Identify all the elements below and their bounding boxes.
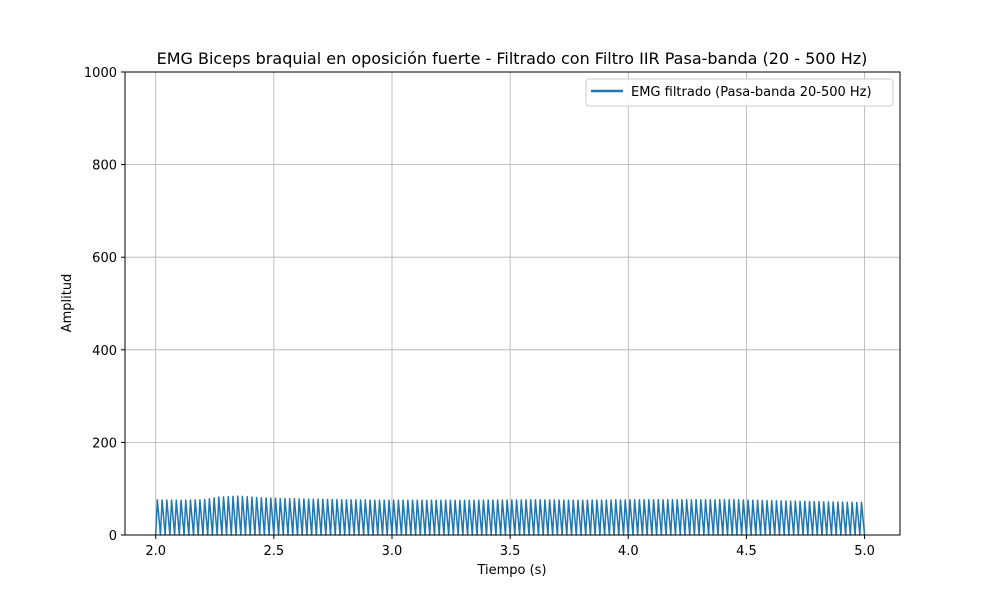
legend: EMG filtrado (Pasa-banda 20-500 Hz) — [585, 78, 894, 107]
plot-frame — [124, 71, 901, 536]
x-tick-label: 4.0 — [618, 544, 639, 559]
plot-area — [125, 72, 900, 535]
x-tick-label: 4.5 — [736, 544, 757, 559]
legend-entry-label: EMG filtrado (Pasa-banda 20-500 Hz) — [631, 85, 872, 100]
y-axis-label: Amplitud — [60, 274, 75, 333]
x-tick-label: 2.0 — [145, 544, 166, 559]
x-tick-label: 2.5 — [264, 544, 285, 559]
y-tick-label: 200 — [92, 436, 117, 451]
y-tick-label: 1000 — [84, 66, 117, 81]
x-tick-label: 3.0 — [382, 544, 403, 559]
x-axis-label: Tiempo (s) — [476, 563, 546, 578]
x-axis-ticks: 2.0 2.5 3.0 3.5 4.0 4.5 5.0 — [145, 535, 875, 559]
y-tick-label: 400 — [92, 344, 117, 359]
x-tick-label: 3.5 — [500, 544, 521, 559]
x-tick-label: 5.0 — [854, 544, 875, 559]
y-tick-label: 600 — [92, 251, 117, 266]
y-tick-label: 800 — [92, 159, 117, 174]
y-axis-ticks: 0 200 400 600 800 1000 — [84, 66, 125, 544]
chart-title: EMG Biceps braquial en oposición fuerte … — [157, 49, 868, 68]
legend-box — [585, 78, 894, 107]
y-tick-label: 0 — [109, 529, 117, 544]
